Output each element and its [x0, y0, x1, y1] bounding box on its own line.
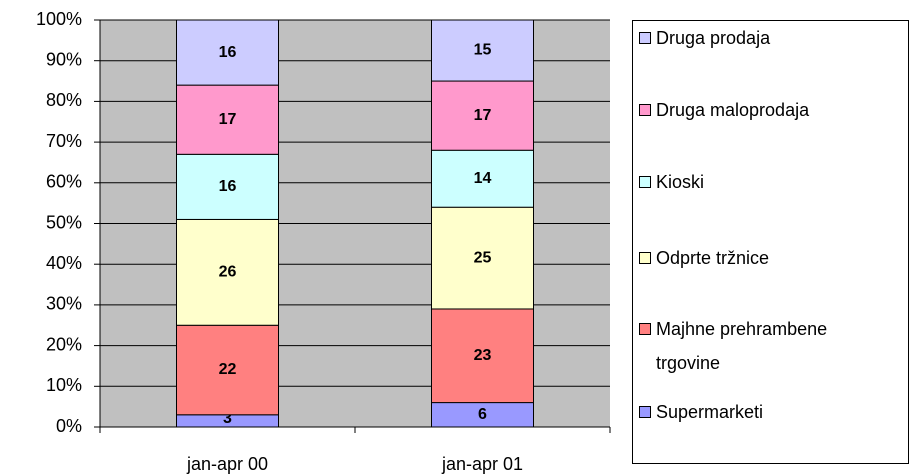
bar-segment — [176, 218, 279, 326]
y-tick-label: 80% — [46, 90, 82, 110]
data-label: 14 — [474, 170, 492, 187]
legend-item: Druga maloprodaja — [639, 93, 904, 127]
legend-label: Druga maloprodaja — [656, 100, 810, 120]
bar-segment — [431, 149, 534, 208]
bar-segment — [176, 324, 279, 416]
legend-swatch — [639, 32, 651, 44]
legend-swatch — [639, 323, 651, 335]
legend-item: Majhne prehrambene trgovine — [639, 312, 889, 380]
data-label: 16 — [219, 178, 237, 195]
legend-item: Supermarketi — [639, 395, 904, 429]
x-tick-label: jan-apr 01 — [441, 454, 523, 474]
y-tick-label: 50% — [46, 212, 82, 232]
legend-item: Kioski — [639, 165, 904, 199]
legend-label: Kioski — [656, 172, 705, 192]
y-tick-label: 70% — [46, 131, 82, 151]
legend-item: Odprte tržnice — [639, 241, 904, 275]
legend-swatch — [639, 252, 651, 264]
legend-label: Majhne prehrambene trgovine — [656, 319, 828, 373]
data-label: 16 — [219, 44, 237, 61]
legend-swatch — [639, 104, 651, 116]
bar-segment — [431, 206, 534, 310]
x-tick-label: jan-apr 00 — [186, 454, 268, 474]
legend-swatch — [639, 176, 651, 188]
data-label: 25 — [474, 249, 492, 266]
legend-item: Druga prodaja — [639, 21, 904, 55]
bar-segment — [431, 19, 534, 82]
y-tick-label: 40% — [46, 253, 82, 273]
legend: Druga prodaja Druga maloprodaja Kioski Odpr… — [632, 20, 909, 464]
data-label: 17 — [474, 107, 492, 124]
y-tick-label: 60% — [46, 172, 82, 192]
legend-label: Druga prodaja — [656, 28, 771, 48]
y-tick-label: 90% — [46, 49, 82, 69]
data-label: 23 — [474, 347, 492, 364]
legend-swatch — [639, 406, 651, 418]
bar-segment — [431, 80, 534, 151]
y-tick-label: 20% — [46, 334, 82, 354]
bar-segment — [431, 308, 534, 404]
data-label: 3 — [223, 410, 232, 427]
data-label: 22 — [219, 361, 237, 378]
data-label: 26 — [219, 264, 237, 281]
y-tick-label: 0% — [56, 416, 82, 436]
legend-label: Odprte tržnice — [656, 248, 770, 268]
y-tick-label: 100% — [36, 9, 82, 29]
data-label: 6 — [478, 406, 487, 423]
data-label: 17 — [219, 111, 237, 128]
data-label: 15 — [474, 42, 492, 59]
y-tick-label: 10% — [46, 375, 82, 395]
y-tick-label: 30% — [46, 294, 82, 314]
legend-label: Supermarketi — [656, 402, 764, 422]
bar-segment — [176, 19, 279, 86]
bar-segment — [176, 153, 279, 220]
bar-segment — [431, 402, 534, 428]
